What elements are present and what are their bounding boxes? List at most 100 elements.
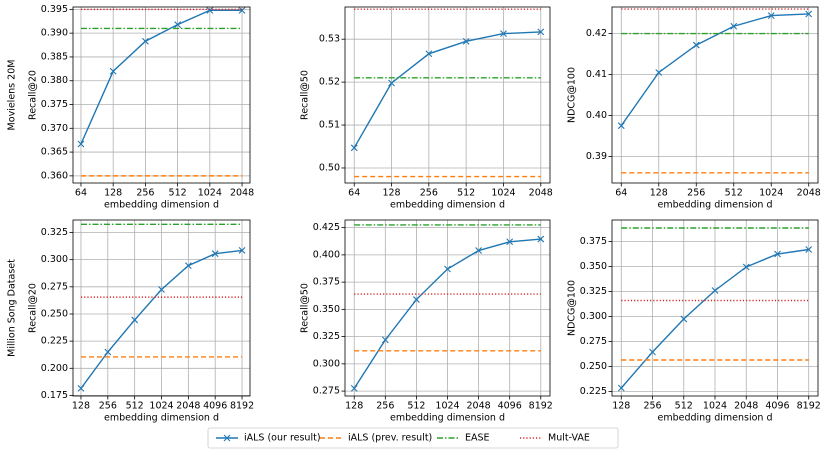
marker [742,263,750,271]
x-tick-label: 128 [382,188,400,199]
marker [350,384,358,392]
y-tick-label: 0.53 [319,34,340,45]
x-tick-label: 512 [407,401,425,412]
x-axis-label: embedding dimension d [104,413,219,424]
legend-label: EASE [465,433,490,444]
x-tick-label: 1024 [149,401,173,412]
y-tick-label: 0.39 [586,151,607,162]
y-axis-label: NDCG@100 [567,67,578,123]
marker [381,336,389,344]
x-tick-label: 256 [420,188,438,199]
x-tick-label: 4096 [203,401,227,412]
marker [184,262,192,270]
x-axis-label: embedding dimension d [104,200,219,211]
y-tick-label: 0.250 [580,361,607,372]
y-tick-label: 0.41 [586,69,607,80]
y-tick-label: 0.300 [313,358,340,369]
marker [238,6,246,14]
marker [462,37,470,45]
axes-frame [344,219,551,397]
x-tick-label: 256 [136,188,154,199]
y-tick-label: 0.275 [313,386,340,397]
x-tick-label: 256 [376,401,394,412]
x-tick-label: 512 [126,401,144,412]
y-tick-label: 0.300 [580,311,607,322]
marker [238,247,246,254]
x-tick-label: 2048 [529,188,553,199]
marker [537,235,545,243]
marker [711,287,719,294]
x-tick-label: 512 [675,401,693,412]
x-tick-label: 1024 [435,401,459,412]
y-tick-label: 0.400 [313,249,340,260]
marker [774,250,781,258]
marker [206,6,214,14]
x-tick-label: 256 [687,188,705,199]
y-tick-label: 0.395 [41,4,68,15]
y-tick-label: 0.275 [580,336,607,347]
marker [649,348,656,356]
row-label: Movielens 20M [7,60,18,131]
legend: iALS (our result) iALS (prev. result) EASE… [207,427,619,449]
y-tick-label: 0.51 [319,120,340,131]
x-tick-label: 128 [612,401,630,412]
marker [104,348,112,356]
x-tick-label: 8192 [797,401,821,412]
x-tick-label: 128 [345,401,363,412]
x-tick-label: 2048 [230,188,254,199]
x-axis-label: embedding dimension d [390,200,505,211]
y-axis-label: Recall@20 [28,283,39,333]
marker [425,50,433,58]
y-axis-label: Recall@50 [300,70,311,120]
y-tick-label: 0.250 [41,308,68,319]
legend-label: Mult-VAE [548,433,590,444]
x-tick-label: 512 [457,188,475,199]
marker [680,315,688,323]
x-tick-label: 256 [99,401,117,412]
legend-marker [223,434,231,442]
y-tick-label: 0.52 [319,77,340,88]
marker [805,246,813,253]
marker [506,238,514,246]
y-tick-label: 0.325 [41,227,68,238]
y-tick-label: 0.350 [313,304,340,315]
x-tick-label: 64 [615,188,627,199]
marker [730,22,738,30]
y-tick-label: 0.390 [41,28,68,39]
marker [211,250,219,258]
marker [142,37,149,45]
marker [692,41,700,49]
x-tick-label: 64 [75,188,87,199]
x-tick-label: 2048 [466,401,490,412]
series-line [80,9,243,145]
marker [655,69,663,76]
y-tick-label: 0.360 [41,170,68,181]
marker [77,385,85,392]
marker [388,79,395,87]
y-tick-label: 0.425 [313,222,340,233]
y-axis-label: NDCG@100 [567,280,578,336]
y-tick-label: 0.325 [580,286,607,297]
y-tick-label: 0.300 [41,254,68,265]
marker [617,384,625,392]
row-label: Million Song Dataset [7,259,18,357]
x-tick-label: 128 [72,401,90,412]
x-tick-label: 8192 [529,401,553,412]
x-axis-label: embedding dimension d [657,413,772,424]
x-axis-label: embedding dimension d [657,200,772,211]
marker [109,67,117,75]
y-tick-label: 0.40 [586,110,607,121]
x-tick-label: 1024 [703,401,727,412]
y-tick-label: 0.375 [41,99,68,110]
legend-label: iALS (prev. result) [348,433,432,444]
y-tick-label: 0.375 [313,277,340,288]
marker [475,247,482,254]
legend-label: iALS (our result) [244,433,321,444]
y-tick-label: 0.175 [41,390,68,401]
series-line [620,13,809,127]
x-tick-label: 64 [348,188,360,199]
legend-frame [207,427,619,449]
y-tick-label: 0.275 [41,281,68,292]
marker [617,122,625,130]
